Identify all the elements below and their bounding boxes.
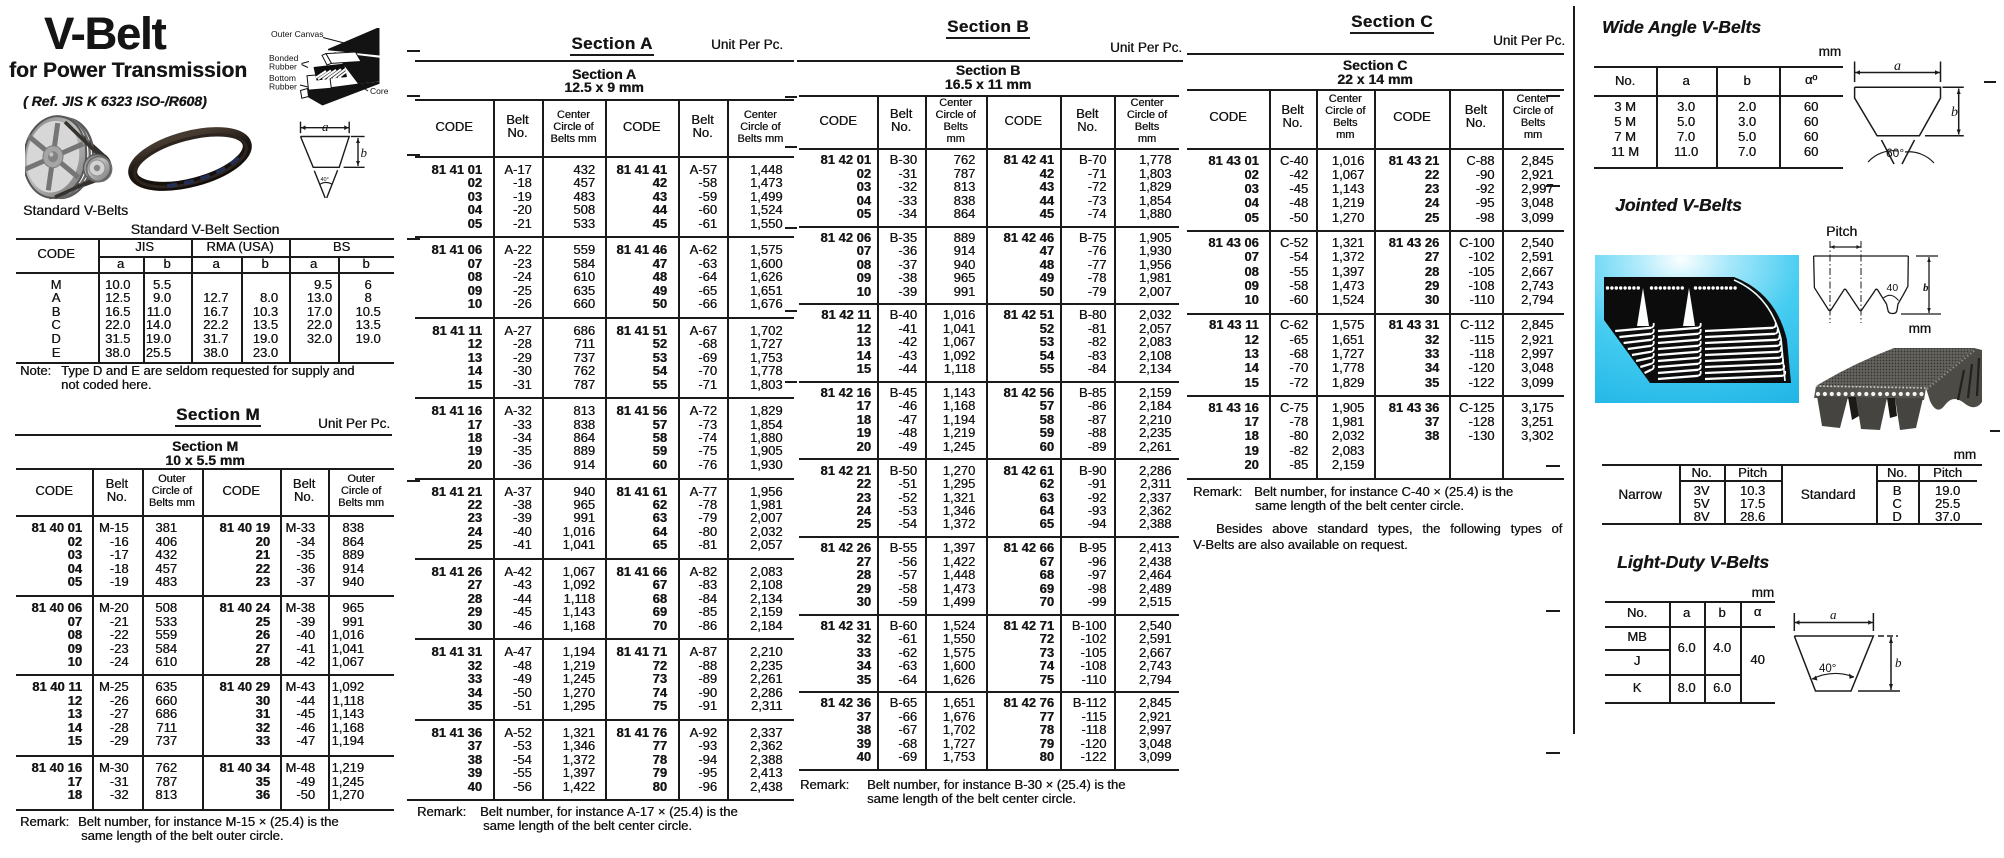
svg-text:Outer Canvas: Outer Canvas — [271, 29, 323, 39]
svg-text:Rubber: Rubber — [269, 82, 297, 92]
svg-text:a: a — [322, 119, 329, 134]
svg-text:a: a — [1894, 59, 1901, 74]
svg-text:40°: 40° — [1819, 663, 1836, 675]
svg-text:b: b — [1895, 655, 1902, 670]
svg-text:b: b — [361, 145, 368, 160]
svg-text:40: 40 — [1887, 282, 1899, 294]
svg-text:a: a — [1830, 607, 1837, 622]
svg-text:b: b — [1923, 282, 1929, 294]
svg-text:60°: 60° — [1886, 146, 1904, 160]
svg-text:Rubber: Rubber — [269, 62, 297, 72]
svg-text:b: b — [1951, 105, 1958, 120]
svg-text:Core: Core — [370, 86, 389, 96]
svg-text:Bonded: Bonded — [269, 53, 299, 63]
svg-text:Bottom: Bottom — [269, 73, 296, 83]
svg-text:40°: 40° — [321, 177, 329, 183]
